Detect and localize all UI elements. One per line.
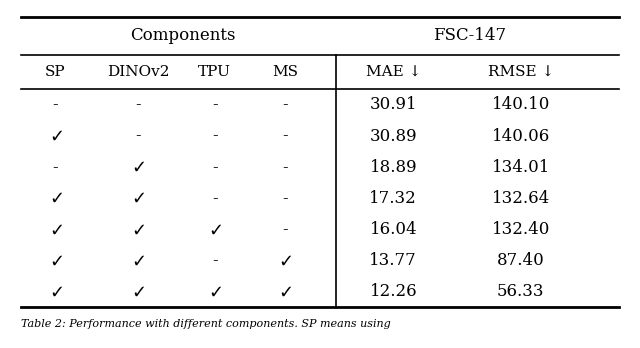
Text: MS: MS (272, 65, 298, 79)
Text: $\checkmark$: $\checkmark$ (49, 189, 63, 207)
Text: MAE ↓: MAE ↓ (365, 65, 421, 79)
Text: $\checkmark$: $\checkmark$ (131, 220, 145, 238)
Text: -: - (212, 96, 218, 113)
Text: -: - (52, 159, 58, 176)
Text: $\checkmark$: $\checkmark$ (49, 251, 63, 269)
Text: -: - (282, 127, 288, 144)
Text: 16.04: 16.04 (369, 221, 417, 238)
Text: 87.40: 87.40 (497, 252, 545, 269)
Text: 30.91: 30.91 (369, 96, 417, 113)
Text: $\checkmark$: $\checkmark$ (49, 127, 63, 145)
Text: 132.64: 132.64 (492, 190, 550, 207)
Text: $\checkmark$: $\checkmark$ (131, 251, 145, 269)
Text: $\checkmark$: $\checkmark$ (49, 220, 63, 238)
Text: $\checkmark$: $\checkmark$ (278, 282, 292, 300)
Text: 17.32: 17.32 (369, 190, 417, 207)
Text: -: - (212, 159, 218, 176)
Text: 140.06: 140.06 (492, 127, 550, 144)
Text: -: - (136, 127, 141, 144)
Text: RMSE ↓: RMSE ↓ (488, 65, 554, 79)
Text: 13.77: 13.77 (369, 252, 417, 269)
Text: Table 2: Performance with different components. SP means using: Table 2: Performance with different comp… (20, 319, 390, 329)
Text: $\checkmark$: $\checkmark$ (49, 282, 63, 300)
Text: -: - (212, 252, 218, 269)
Text: 30.89: 30.89 (369, 127, 417, 144)
Text: FSC-147: FSC-147 (433, 27, 506, 45)
Text: $\checkmark$: $\checkmark$ (131, 282, 145, 300)
Text: -: - (212, 190, 218, 207)
Text: -: - (282, 159, 288, 176)
Text: TPU: TPU (198, 65, 231, 79)
Text: $\checkmark$: $\checkmark$ (131, 158, 145, 176)
Text: $\checkmark$: $\checkmark$ (131, 189, 145, 207)
Text: -: - (282, 221, 288, 238)
Text: $\checkmark$: $\checkmark$ (208, 282, 222, 300)
Text: $\checkmark$: $\checkmark$ (208, 220, 222, 238)
Text: 56.33: 56.33 (497, 283, 545, 300)
Text: SP: SP (45, 65, 66, 79)
Text: DINOv2: DINOv2 (107, 65, 170, 79)
Text: -: - (212, 127, 218, 144)
Text: Components: Components (131, 27, 236, 45)
Text: 132.40: 132.40 (492, 221, 550, 238)
Text: 140.10: 140.10 (492, 96, 550, 113)
Text: -: - (136, 96, 141, 113)
Text: -: - (282, 96, 288, 113)
Text: $\checkmark$: $\checkmark$ (278, 251, 292, 269)
Text: 12.26: 12.26 (369, 283, 417, 300)
Text: -: - (52, 96, 58, 113)
Text: 18.89: 18.89 (369, 159, 417, 176)
Text: 134.01: 134.01 (492, 159, 550, 176)
Text: -: - (282, 190, 288, 207)
